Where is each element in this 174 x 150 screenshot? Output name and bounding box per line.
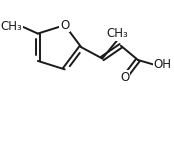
Text: CH₃: CH₃ [106, 27, 128, 40]
Text: CH₃: CH₃ [1, 20, 22, 33]
Text: O: O [120, 71, 129, 84]
Text: OH: OH [153, 58, 171, 71]
Text: O: O [60, 19, 69, 32]
